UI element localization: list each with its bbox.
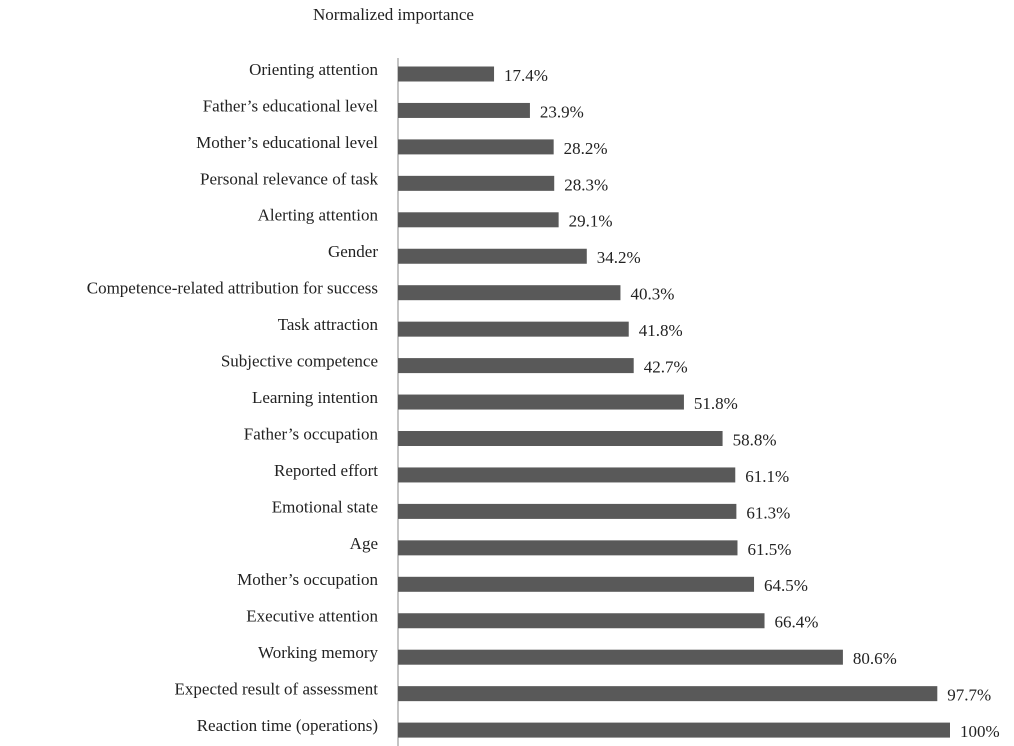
bar (398, 649, 843, 665)
value-label: 64.5% (764, 576, 808, 595)
bar (398, 139, 554, 155)
bar (398, 576, 755, 592)
bar (398, 212, 559, 228)
category-label: Father’s educational level (203, 96, 379, 115)
category-label: Subjective competence (221, 352, 378, 371)
chart-title: Normalized importance (313, 5, 474, 24)
category-label: Alerting attention (258, 206, 379, 225)
value-label: 61.1% (745, 467, 789, 486)
bar (398, 358, 634, 374)
bar (398, 540, 738, 556)
category-label: Learning intention (252, 388, 379, 407)
value-label: 100% (960, 722, 1000, 741)
category-label: Gender (328, 242, 378, 261)
bar (398, 431, 723, 446)
category-label: Personal relevance of task (200, 169, 378, 188)
bar (398, 467, 736, 483)
category-label: Expected result of assessment (175, 680, 379, 699)
bar (398, 503, 737, 519)
category-label: Mother’s occupation (237, 570, 378, 589)
value-label: 29.1% (569, 212, 613, 231)
bar (398, 394, 684, 410)
category-label: Age (350, 534, 378, 553)
value-label: 66.4% (775, 613, 819, 632)
category-label: Orienting attention (249, 60, 378, 79)
value-label: 34.2% (597, 248, 641, 267)
value-label: 61.5% (747, 540, 791, 559)
value-label: 80.6% (853, 649, 897, 668)
category-label: Working memory (258, 643, 378, 662)
category-label: Emotional state (272, 497, 378, 516)
category-label: Competence-related attribution for succe… (87, 279, 378, 298)
category-label: Mother’s educational level (196, 133, 378, 152)
bar (398, 613, 765, 629)
value-label: 58.8% (733, 430, 777, 449)
value-label: 28.2% (564, 139, 608, 158)
value-label: 61.3% (746, 503, 790, 522)
value-label: 40.3% (630, 285, 674, 304)
value-label: 51.8% (694, 394, 738, 413)
bar (398, 248, 587, 264)
value-label: 41.8% (639, 321, 683, 340)
category-label: Reported effort (274, 461, 378, 480)
value-label: 23.9% (540, 102, 584, 121)
value-label: 28.3% (564, 175, 608, 194)
bar (398, 102, 530, 118)
bar (398, 321, 629, 337)
value-label: 17.4% (504, 66, 548, 85)
bar (398, 722, 950, 738)
value-label: 42.7% (644, 358, 688, 377)
category-label: Father’s occupation (244, 424, 379, 443)
bar (398, 175, 555, 191)
bar (398, 686, 938, 702)
category-label: Executive attention (246, 607, 378, 626)
value-label: 97.7% (947, 686, 991, 705)
category-label: Task attraction (278, 315, 379, 334)
category-label: Reaction time (operations) (197, 716, 378, 735)
bar (398, 285, 621, 301)
bar (398, 66, 495, 82)
